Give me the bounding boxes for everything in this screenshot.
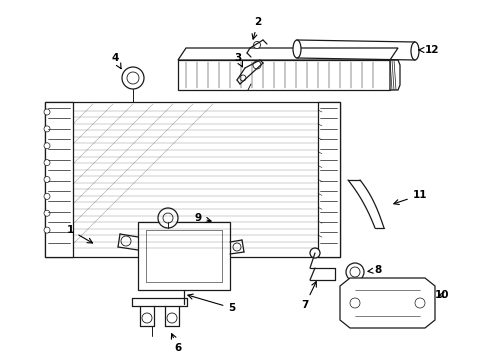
Circle shape [240,75,246,81]
Circle shape [233,243,241,251]
Bar [45,102,73,257]
Text: 6: 6 [172,334,182,353]
Circle shape [350,298,360,308]
Circle shape [44,126,50,132]
Circle shape [253,41,261,49]
Text: 2: 2 [252,17,262,39]
Circle shape [163,213,173,223]
Bar [318,102,340,257]
Text: 11: 11 [394,190,427,204]
Circle shape [44,193,50,199]
Text: 5: 5 [188,294,236,313]
Text: 1: 1 [66,225,93,243]
Text: 9: 9 [195,213,211,223]
Circle shape [142,313,152,323]
Polygon shape [340,278,435,328]
Circle shape [44,159,50,166]
Circle shape [415,298,425,308]
Text: 10: 10 [435,290,449,300]
Text: 8: 8 [368,265,382,275]
Bar [45,102,340,257]
Bar [138,222,230,290]
Text: 4: 4 [111,53,121,69]
Polygon shape [178,60,390,90]
Circle shape [121,236,131,246]
Circle shape [158,208,178,228]
Circle shape [167,313,177,323]
Polygon shape [178,48,398,60]
Polygon shape [390,60,400,90]
Text: 7: 7 [301,282,317,310]
Circle shape [44,176,50,183]
Circle shape [350,267,360,277]
Ellipse shape [411,42,419,60]
Circle shape [44,227,50,233]
Circle shape [253,61,261,69]
Circle shape [346,263,364,281]
Text: 12: 12 [419,45,439,55]
Circle shape [44,143,50,149]
Circle shape [122,67,144,89]
Ellipse shape [293,40,301,58]
Circle shape [310,248,320,258]
Circle shape [44,109,50,115]
Circle shape [44,210,50,216]
Circle shape [127,72,139,84]
Text: 3: 3 [234,53,243,67]
